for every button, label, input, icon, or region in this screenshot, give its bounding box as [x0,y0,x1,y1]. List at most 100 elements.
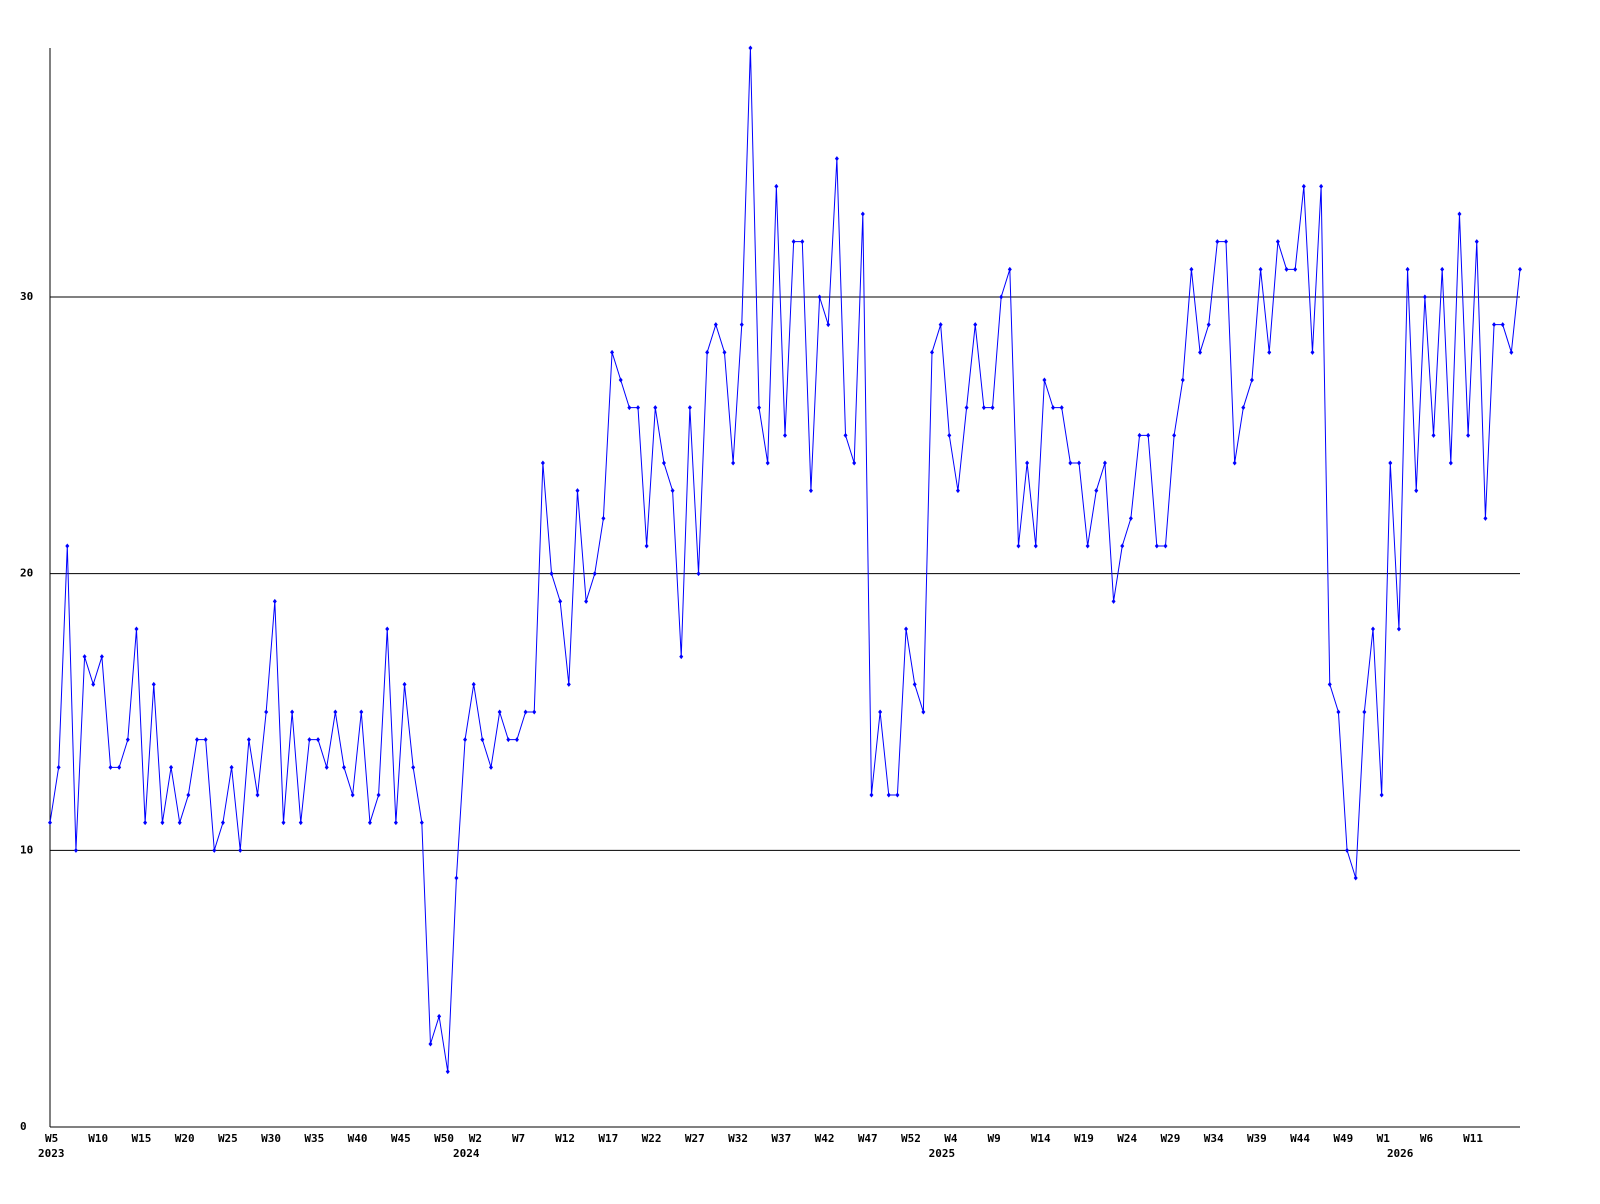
point [272,598,277,604]
point [1336,709,1341,715]
x-tick-label: W10 [88,1132,108,1145]
point [1077,460,1081,466]
year-label: 2026 [1387,1147,1414,1160]
point [65,543,70,549]
point [687,405,692,411]
point [1509,349,1514,355]
x-tick-label: W47 [858,1132,878,1145]
point [333,709,338,715]
point [679,654,684,660]
point [255,792,260,798]
point [1042,377,1047,383]
point [938,322,943,328]
x-tick-label: W40 [348,1132,368,1145]
x-tick-label: W11 [1463,1132,1483,1145]
point [1198,349,1203,355]
point [1215,239,1220,245]
point [1189,266,1194,272]
point [636,405,640,411]
point [1007,266,1012,272]
x-tick-label: W20 [175,1132,195,1145]
point [393,820,398,826]
line [49,47,1521,1072]
x-tick-label: W32 [728,1132,748,1145]
point [757,405,762,411]
point [229,764,234,770]
point [696,571,701,577]
point [143,820,148,826]
point [912,681,917,687]
point [549,571,554,577]
year-label: 2025 [929,1147,956,1160]
point [739,322,744,328]
x-tick-label: W30 [261,1132,281,1145]
x-tick-label: W2 [469,1132,482,1145]
point [316,737,321,743]
point [437,1013,442,1019]
point [1224,239,1228,245]
point [1094,488,1099,494]
point [800,239,805,245]
point [886,792,891,798]
point [73,847,78,853]
point [1267,349,1272,355]
point [281,820,286,826]
point [1206,322,1211,328]
point [661,460,666,466]
point [843,432,848,438]
x-tick-label: W42 [815,1132,835,1145]
point [1146,432,1151,438]
point [212,847,217,853]
point [428,1041,433,1047]
point [186,792,191,798]
point [1371,626,1375,632]
point [514,737,519,743]
point [955,488,960,494]
point [1120,543,1125,549]
point [575,488,580,494]
point [852,460,857,466]
x-tick-label: W44 [1290,1132,1310,1145]
point [981,405,986,411]
point [973,322,978,328]
point [1483,515,1488,521]
point [134,626,139,632]
x-tick-label: W50 [434,1132,454,1145]
point [1474,239,1479,245]
point [1258,266,1263,272]
point [489,764,493,770]
point [765,460,770,466]
point [1319,183,1324,189]
point [411,764,416,770]
point [964,405,969,411]
point [203,737,208,743]
point [644,543,649,549]
point [385,626,390,632]
y-tick-label: 10 [20,843,33,856]
x-tick-label: W9 [988,1132,1001,1145]
point [1518,266,1522,272]
point [324,764,329,770]
point [1440,266,1445,272]
point [705,349,710,355]
point [817,294,822,300]
year-label: 2024 [453,1147,480,1160]
point [471,681,476,687]
point [1492,322,1497,328]
point [1059,405,1064,411]
point [367,820,372,826]
point [108,764,113,770]
point [523,709,528,715]
point [1431,432,1436,438]
x-tick-label: W35 [304,1132,324,1145]
x-tick-label: W12 [555,1132,575,1145]
point [350,792,355,798]
point [1163,543,1168,549]
point [558,598,563,604]
point [1051,405,1056,411]
point [454,875,459,881]
point [1466,432,1471,438]
point [584,598,589,604]
x-tick-label: W39 [1247,1132,1267,1145]
x-tick-label: W52 [901,1132,921,1145]
